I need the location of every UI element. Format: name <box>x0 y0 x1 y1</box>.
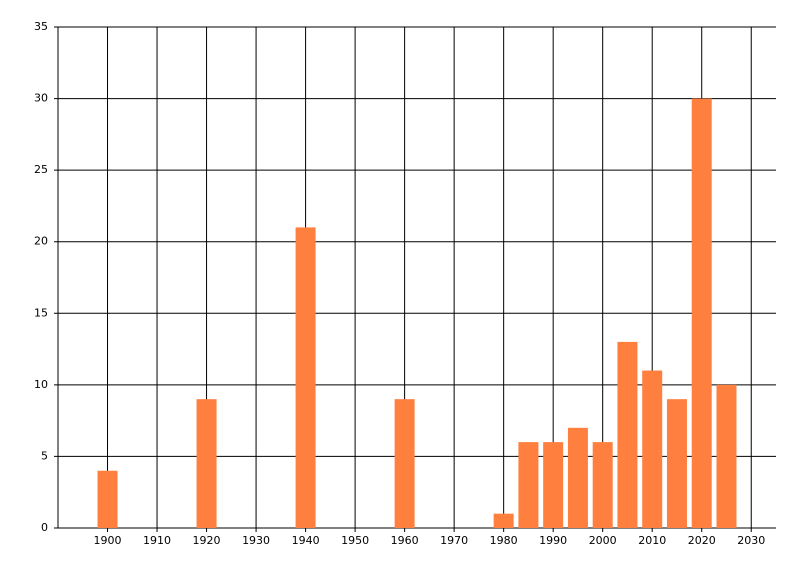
y-tick-label: 0 <box>41 521 48 534</box>
x-tick-label: 2020 <box>688 534 716 547</box>
x-tick-label: 1970 <box>440 534 468 547</box>
bar <box>518 442 539 528</box>
bar <box>592 442 613 528</box>
x-tick-label: 1920 <box>193 534 221 547</box>
bar <box>642 370 663 528</box>
bar <box>493 513 514 528</box>
x-tick-label: 1900 <box>94 534 122 547</box>
bar <box>617 341 638 528</box>
bar <box>97 470 118 528</box>
bar <box>543 442 564 528</box>
y-tick-label: 30 <box>34 92 48 105</box>
x-tick-label: 2030 <box>737 534 765 547</box>
bar <box>196 399 217 528</box>
bar <box>666 399 687 528</box>
y-tick-label: 15 <box>34 306 48 319</box>
y-tick-label: 35 <box>34 20 48 33</box>
x-tick-label: 1980 <box>490 534 518 547</box>
x-tick-label: 1940 <box>292 534 320 547</box>
x-tick-label: 1950 <box>341 534 369 547</box>
y-tick-label: 5 <box>41 449 48 462</box>
bar <box>394 399 415 528</box>
x-tick-label: 1930 <box>242 534 270 547</box>
x-tick-label: 2000 <box>589 534 617 547</box>
bar <box>567 427 588 528</box>
x-tick-label: 1990 <box>539 534 567 547</box>
bar <box>691 98 712 529</box>
x-tick-label: 1910 <box>143 534 171 547</box>
x-tick-label: 2010 <box>638 534 666 547</box>
bar <box>295 227 316 528</box>
y-tick-label: 25 <box>34 163 48 176</box>
y-tick-label: 20 <box>34 235 48 248</box>
y-tick-label: 10 <box>34 378 48 391</box>
bar <box>716 384 737 528</box>
x-tick-label: 1960 <box>391 534 419 547</box>
